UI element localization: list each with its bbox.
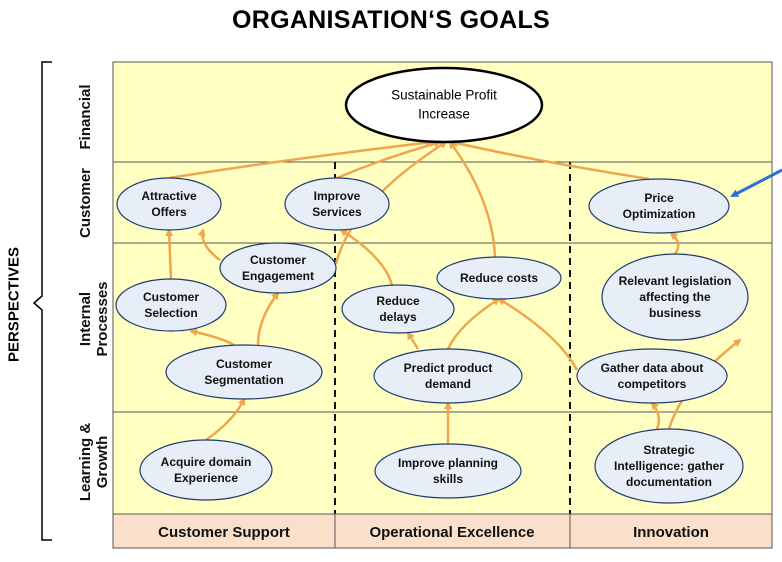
node-segmentation: Customer Segmentation: [165, 344, 323, 400]
diagram-title: ORGANISATION‘S GOALS: [231, 6, 551, 34]
arrow-legislation-to-price: [669, 231, 680, 255]
node-legislation-label: affecting the: [639, 290, 711, 304]
node-engagement-label: Customer: [250, 253, 306, 267]
node-gather-shape: [576, 348, 728, 404]
node-segmentation-label: Customer: [216, 357, 272, 371]
node-predict-shape: [373, 348, 523, 404]
node-engagement-shape: [219, 242, 337, 294]
column-label-customer-support: Customer Support: [158, 524, 290, 541]
node-delays-label: delays: [379, 310, 417, 324]
node-costs: Reduce costs: [436, 256, 562, 300]
node-predict: Predict product demand: [373, 348, 523, 404]
column-header-customer-support: [112, 513, 336, 549]
node-price-label: Optimization: [623, 207, 696, 221]
arrow-segmentation-to-selection: [189, 328, 235, 347]
node-gather: Gather data about competitors: [576, 348, 728, 404]
node-planning-label: skills: [433, 472, 463, 486]
node-services-label: Services: [312, 205, 362, 219]
arrow-gather-to-costs: [497, 297, 579, 371]
node-engagement-label: Engagement: [242, 269, 314, 283]
node-planning-shape: [374, 443, 522, 499]
arrow-engagement-to-offers: [197, 228, 221, 262]
arrow-strategic-to-gather: [650, 401, 661, 430]
node-price-label: Price: [644, 191, 674, 205]
node-legislation-label: business: [649, 306, 701, 320]
node-layer: Sustainable Profit Increase Attractive Offe…: [115, 66, 749, 504]
arrow-services-to-profit: [336, 139, 442, 180]
node-engagement: Customer Engagement: [219, 242, 337, 294]
arrow-offers-to-profit: [168, 138, 434, 180]
arrow-selection-to-offers: [165, 228, 174, 280]
column-label-operational-excellence: Operational Excellence: [369, 524, 534, 541]
node-predict-label: Predict product: [404, 361, 493, 375]
node-offers: Attractive Offers: [116, 177, 222, 231]
node-selection-label: Customer: [143, 290, 199, 304]
node-selection-shape: [115, 278, 227, 332]
node-costs-label: Reduce costs: [460, 271, 538, 285]
arrow-price-to-profit: [450, 139, 650, 181]
node-strategic: Strategic Intelligence: gather documentati…: [594, 428, 744, 504]
node-domain-shape: [139, 439, 273, 501]
node-services: Improve Services: [284, 177, 390, 231]
node-domain: Acquire domain Experience: [139, 439, 273, 501]
node-legislation: Relevant legislation affecting the busines…: [601, 253, 749, 341]
column-header-operational-excellence: [334, 513, 571, 549]
node-profit-label: Increase: [418, 107, 470, 122]
arrow-predict-to-costs: [446, 297, 501, 350]
node-profit-shape: [344, 66, 544, 144]
node-planning: Improve planning skills: [374, 443, 522, 499]
node-strategic-shape: [594, 428, 744, 504]
node-price: Price Optimization: [588, 178, 730, 234]
column-label-innovation: Innovation: [633, 524, 709, 541]
arrow-costs-to-profit: [448, 140, 497, 258]
node-segmentation-shape: [165, 344, 323, 400]
node-selection-label: Selection: [144, 306, 197, 320]
arrow-segmentation-to-engagement: [256, 291, 280, 346]
arrow-predict-to-delays: [406, 331, 420, 350]
node-offers-label: Offers: [151, 205, 187, 219]
node-domain-label: Acquire domain: [161, 455, 252, 469]
node-strategic-label: Strategic: [643, 443, 695, 457]
node-delays-shape: [341, 284, 455, 334]
node-delays-label: Reduce: [376, 294, 420, 308]
column-header-innovation: [569, 513, 773, 549]
node-delays: Reduce delays: [341, 284, 455, 334]
node-selection: Customer Selection: [115, 278, 227, 332]
node-strategic-label: Intelligence: gather: [614, 459, 724, 473]
node-offers-shape: [116, 177, 222, 231]
node-offers-label: Attractive: [141, 189, 197, 203]
arrow-domain-to-segmentation: [205, 397, 246, 442]
node-profit: Sustainable Profit Increase: [344, 66, 544, 144]
arrow-layer: [165, 138, 742, 444]
node-price-shape: [588, 178, 730, 234]
node-strategic-label: documentation: [626, 475, 712, 489]
node-legislation-label: Relevant legislation: [619, 274, 732, 288]
node-predict-label: demand: [425, 377, 471, 391]
node-gather-label: Gather data about: [601, 361, 704, 375]
pointer-arrow: [730, 168, 782, 198]
node-profit-label: Sustainable Profit: [391, 88, 497, 103]
node-services-label: Improve: [314, 189, 361, 203]
arrow-delays-to-services: [339, 228, 394, 286]
node-planning-label: Improve planning: [398, 456, 498, 470]
node-segmentation-label: Segmentation: [204, 373, 283, 387]
node-legislation-shape: [601, 253, 749, 341]
node-costs-shape: [436, 256, 562, 300]
node-gather-label: competitors: [618, 377, 687, 391]
node-domain-label: Experience: [174, 471, 238, 485]
node-services-shape: [284, 177, 390, 231]
